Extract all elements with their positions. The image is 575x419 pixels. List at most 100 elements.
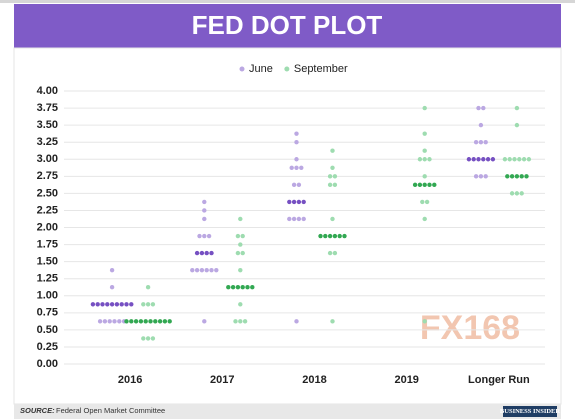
dot: [422, 216, 427, 222]
y-tick-label: 1.00: [37, 290, 58, 302]
dot: [507, 157, 512, 162]
dot: [422, 174, 427, 179]
dot: [512, 157, 517, 162]
median-dot: [476, 157, 481, 162]
dot: [214, 267, 219, 273]
dot: [107, 319, 112, 324]
y-tick-label: 2.75: [37, 170, 58, 182]
dot: [327, 182, 333, 188]
y-tick-label: 3.50: [37, 119, 58, 131]
legend-dot: [284, 66, 290, 72]
dot: [473, 139, 479, 145]
y-tick-label: 4.00: [37, 85, 58, 97]
median-dot: [148, 319, 153, 324]
dot: [422, 105, 427, 111]
median-dot: [245, 285, 250, 290]
median-dot: [432, 182, 437, 188]
dot: [420, 199, 425, 205]
dot: [238, 242, 243, 247]
dot: [514, 105, 520, 111]
dot: [299, 165, 304, 170]
median-dot: [296, 199, 302, 205]
top-rule: [0, 0, 575, 3]
dot: [141, 336, 146, 341]
median-dot: [95, 302, 100, 307]
dot: [97, 319, 103, 324]
dot: [521, 157, 527, 162]
dot: [238, 302, 243, 307]
dot: [301, 216, 306, 222]
dot: [294, 139, 299, 145]
dot: [514, 122, 520, 128]
median-dot: [235, 285, 241, 290]
x-tick-label: 2017: [210, 374, 234, 386]
dot: [291, 182, 297, 188]
source-label: SOURCE:: [20, 406, 55, 415]
dot: [296, 182, 302, 188]
y-tick-label: 0.25: [37, 341, 58, 353]
dot: [238, 267, 243, 273]
dot: [117, 319, 122, 324]
median-dot: [490, 157, 496, 162]
footer: [14, 404, 561, 419]
median-dot: [119, 302, 124, 307]
median-dot: [519, 174, 524, 179]
median-dot: [209, 250, 214, 256]
dot: [145, 285, 151, 290]
dot: [478, 139, 484, 145]
median-dot: [291, 199, 297, 205]
dot: [197, 233, 202, 239]
dot: [112, 319, 117, 324]
brand: BUSINESS INSIDER: [500, 408, 560, 415]
legend-label: June: [249, 63, 273, 75]
dot: [194, 267, 200, 273]
dot: [330, 216, 335, 222]
median-dot: [240, 285, 245, 290]
dot: [417, 157, 423, 162]
median-dot: [114, 302, 120, 307]
y-tick-label: 2.25: [37, 204, 58, 216]
x-tick-label: 2018: [302, 374, 326, 386]
dot: [235, 250, 241, 256]
y-tick-label: 1.50: [37, 256, 58, 268]
median-dot: [250, 285, 255, 290]
median-dot: [90, 302, 96, 307]
median-dot: [124, 319, 129, 324]
median-dot: [509, 174, 515, 179]
median-dot: [318, 233, 323, 239]
median-dot: [471, 157, 476, 162]
x-tick-label: 2016: [118, 374, 142, 386]
dot: [427, 157, 432, 162]
median-dot: [481, 157, 486, 162]
median-dot: [427, 182, 432, 188]
median-dot: [129, 302, 134, 307]
median-dot: [422, 182, 427, 188]
dot: [289, 165, 294, 170]
chart-title: FED DOT PLOT: [192, 10, 383, 40]
dot: [202, 208, 207, 213]
median-dot: [327, 233, 333, 239]
dot: [150, 302, 156, 307]
median-dot: [129, 319, 134, 324]
dot: [238, 319, 243, 324]
dot: [202, 233, 207, 239]
dot: [141, 302, 146, 307]
dot: [327, 174, 333, 179]
dot: [199, 267, 205, 273]
dot: [294, 319, 299, 324]
dot: [502, 157, 508, 162]
dot: [422, 319, 427, 324]
dot: [424, 199, 430, 205]
dot: [296, 216, 302, 222]
dot: [514, 191, 520, 196]
dot: [422, 157, 427, 162]
dot: [330, 319, 335, 324]
dot: [291, 216, 297, 222]
header: [14, 4, 561, 48]
median-dot: [524, 174, 529, 179]
y-tick-label: 0.00: [37, 358, 58, 370]
dot: [240, 250, 245, 256]
x-tick-label: 2019: [394, 374, 418, 386]
